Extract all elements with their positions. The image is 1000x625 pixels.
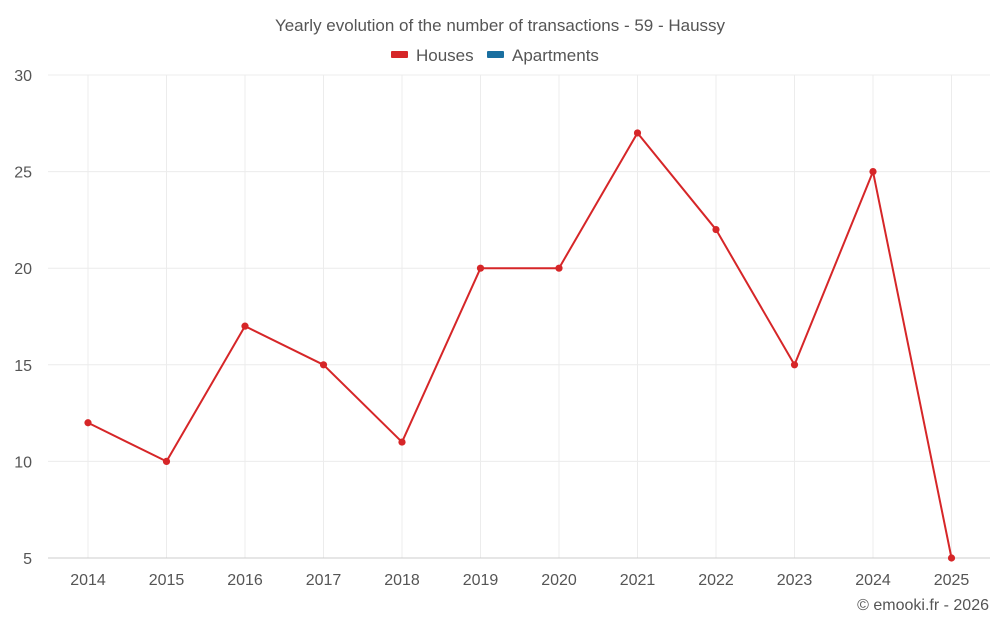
x-tick-label: 2018	[384, 572, 420, 589]
x-axis-ticks: 2014 2015 2016 2017 2018 2019 2020 2021 2022 2023…	[70, 572, 969, 589]
y-tick-label: 30	[14, 68, 32, 85]
legend-label-houses: Houses	[416, 46, 474, 65]
x-tick-label: 2017	[306, 572, 342, 589]
data-point-houses[interactable]	[398, 438, 406, 446]
legend-swatch-apartments	[487, 51, 504, 58]
y-tick-label: 10	[14, 454, 32, 471]
x-tick-label: 2019	[463, 572, 499, 589]
series-line-houses	[87, 131, 953, 559]
x-tick-label: 2021	[620, 572, 656, 589]
data-point-houses[interactable]	[555, 264, 563, 272]
data-point-houses[interactable]	[241, 322, 249, 330]
x-tick-label: 2022	[698, 572, 734, 589]
legend: Houses Apartments	[391, 46, 599, 65]
x-tick-label: 2020	[541, 572, 577, 589]
legend-label-apartments: Apartments	[512, 46, 599, 65]
legend-item-houses[interactable]: Houses	[391, 46, 474, 65]
y-tick-label: 5	[23, 551, 32, 568]
x-tick-label: 2014	[70, 572, 106, 589]
data-point-houses[interactable]	[869, 168, 877, 176]
chart-title: Yearly evolution of the number of transa…	[275, 16, 726, 35]
data-point-houses[interactable]	[947, 554, 956, 562]
data-point-houses[interactable]	[319, 361, 328, 369]
grid	[48, 74, 990, 558]
legend-swatch-houses	[391, 51, 408, 58]
data-point-houses[interactable]	[790, 361, 799, 369]
data-point-houses[interactable]	[162, 457, 171, 465]
y-axis-ticks: 5 10 15 20 25 30	[14, 68, 32, 568]
y-tick-label: 25	[14, 165, 32, 182]
y-tick-label: 20	[14, 261, 32, 278]
x-tick-label: 2015	[149, 572, 185, 589]
credit: © emooki.fr - 2026	[857, 597, 989, 614]
data-point-houses[interactable]	[712, 225, 720, 234]
x-tick-label: 2016	[227, 572, 263, 589]
x-tick-label: 2023	[777, 572, 813, 589]
legend-item-apartments[interactable]: Apartments	[487, 46, 599, 65]
x-tick-label: 2025	[934, 572, 970, 589]
y-tick-label: 15	[14, 358, 32, 375]
x-tick-label: 2024	[855, 572, 891, 589]
data-point-houses[interactable]	[84, 419, 92, 427]
series-layer	[84, 129, 956, 562]
data-point-houses[interactable]	[633, 129, 642, 137]
data-point-houses[interactable]	[476, 264, 485, 272]
